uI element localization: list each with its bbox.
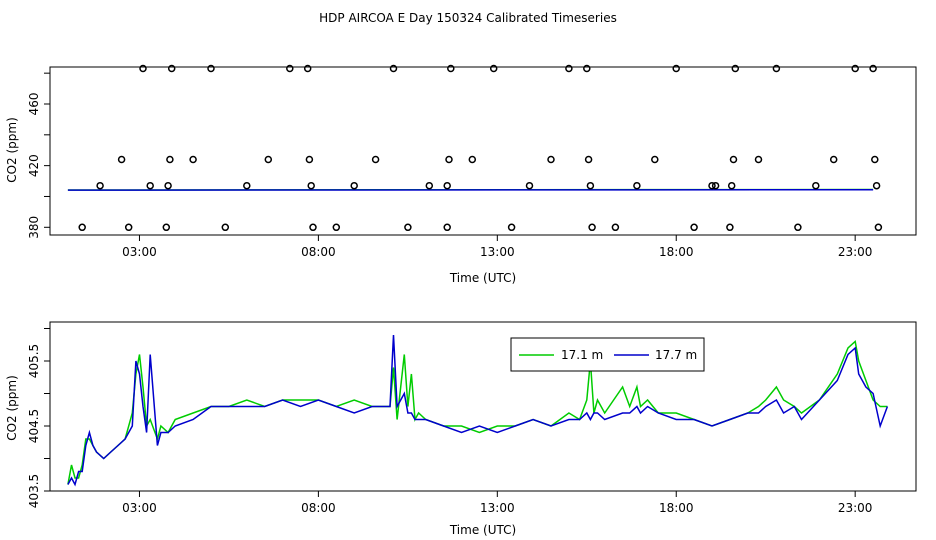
data-point-29: [443, 223, 451, 232]
data-point-58: [871, 155, 879, 164]
bottom-y-axis: 403.5 404.5 405.5: [27, 328, 50, 508]
data-point-18: [307, 181, 315, 190]
bottom-y-axis-label: CO2 (ppm): [5, 375, 19, 441]
data-point-1: [96, 181, 104, 190]
data-point-12: [221, 223, 230, 232]
data-point-16: [303, 64, 312, 73]
data-point-19: [309, 223, 317, 232]
top-plot-frame: [49, 66, 917, 236]
top-y-axis-label: CO2 (ppm): [5, 117, 19, 183]
data-point-40: [611, 223, 620, 232]
data-point-48: [729, 155, 738, 164]
data-point-23: [389, 64, 398, 73]
data-point-11: [207, 64, 215, 73]
x-tick-label-1: 08:00: [301, 501, 336, 515]
data-point-27: [445, 155, 453, 164]
x-tick-label-1: 08:00: [301, 245, 336, 259]
data-point-0: [78, 223, 86, 232]
data-point-7: [166, 155, 174, 164]
data-point-15: [286, 64, 294, 73]
legend-label-17-7m: 17.7 m: [655, 348, 697, 362]
data-point-24: [404, 223, 412, 232]
data-point-56: [851, 64, 859, 73]
data-point-32: [507, 223, 516, 232]
x-tick-label-2: 13:00: [480, 501, 515, 515]
data-point-2: [117, 155, 126, 164]
data-point-60: [874, 223, 883, 232]
y-tick-label-2: 405.5: [27, 344, 41, 378]
data-point-34: [547, 155, 555, 164]
data-point-20: [332, 223, 341, 232]
legend-label-17-1m: 17.1 m: [561, 348, 603, 362]
data-point-51: [754, 155, 763, 164]
x-tick-label-2: 13:00: [480, 245, 515, 259]
data-point-38: [586, 181, 595, 190]
series-line-17-1-m: [67, 340, 888, 485]
data-point-43: [672, 64, 680, 73]
data-point-41: [633, 181, 641, 190]
x-tick-label-3: 18:00: [659, 245, 694, 259]
data-point-49: [731, 64, 740, 73]
data-point-59: [872, 181, 881, 190]
data-point-47: [727, 181, 736, 190]
data-point-22: [371, 155, 380, 164]
top-x-axis-label: Time (UTC): [449, 271, 516, 285]
data-point-5: [146, 181, 154, 190]
data-point-54: [812, 181, 820, 190]
data-point-31: [489, 64, 498, 73]
bottom-x-axis: 03:00 08:00 13:00 18:00 23:00: [122, 491, 872, 515]
top-series-lines: [67, 188, 874, 191]
data-point-4: [124, 223, 133, 232]
data-point-33: [525, 181, 534, 190]
data-point-55: [829, 155, 838, 164]
y-tick-label-0: 380: [27, 216, 41, 239]
data-point-8: [167, 64, 176, 73]
x-tick-label-0: 03:00: [122, 501, 157, 515]
data-point-28: [447, 64, 455, 73]
data-point-10: [189, 155, 197, 164]
x-tick-label-3: 18:00: [659, 501, 694, 515]
top-plot: 03:00 08:00 13:00 18:00 23:00 380 420 460 Time…: [5, 64, 917, 285]
data-point-3: [139, 64, 147, 73]
data-point-26: [443, 181, 451, 190]
data-point-42: [651, 155, 659, 164]
data-point-39: [588, 223, 596, 232]
bottom-plot: 03:00 08:00 13:00 18:00 23:00 403.5 404.5 405.…: [5, 321, 917, 537]
top-y-axis: 380 420 460: [27, 72, 50, 239]
x-tick-label-4: 23:00: [838, 245, 873, 259]
data-point-30: [468, 155, 477, 164]
x-tick-label-4: 23:00: [838, 501, 873, 515]
bottom-series-lines: [67, 334, 889, 487]
data-point-21: [350, 181, 358, 190]
data-point-44: [690, 223, 698, 232]
y-tick-label-1: 420: [27, 154, 41, 177]
data-point-17: [305, 155, 314, 164]
y-tick-label-0: 403.5: [27, 474, 41, 508]
series-line-17-7-m: [67, 334, 889, 487]
data-point-45: [708, 181, 716, 190]
legend: 17.1 m 17.7 m: [510, 337, 705, 372]
data-point-36: [583, 64, 591, 73]
data-point-46: [711, 181, 720, 190]
data-point-14: [264, 155, 273, 164]
bottom-x-axis-label: Time (UTC): [449, 523, 516, 537]
data-point-9: [162, 223, 171, 232]
y-tick-label-1: 404.5: [27, 409, 41, 443]
data-point-53: [794, 223, 802, 232]
data-point-57: [869, 64, 877, 73]
data-point-52: [772, 64, 781, 73]
y-tick-label-2: 460: [27, 93, 41, 116]
data-point-13: [243, 181, 251, 190]
data-point-25: [425, 181, 434, 190]
chart-title: HDP AIRCOA E Day 150324 Calibrated Times…: [319, 11, 617, 25]
top-scatter-points: [78, 64, 883, 232]
top-x-axis: 03:00 08:00 13:00 18:00 23:00: [122, 235, 872, 259]
data-point-37: [584, 155, 593, 164]
bottom-plot-frame: [49, 321, 917, 492]
data-point-50: [726, 223, 734, 232]
data-point-35: [565, 64, 573, 73]
x-tick-label-0: 03:00: [122, 245, 157, 259]
data-point-6: [164, 181, 172, 190]
